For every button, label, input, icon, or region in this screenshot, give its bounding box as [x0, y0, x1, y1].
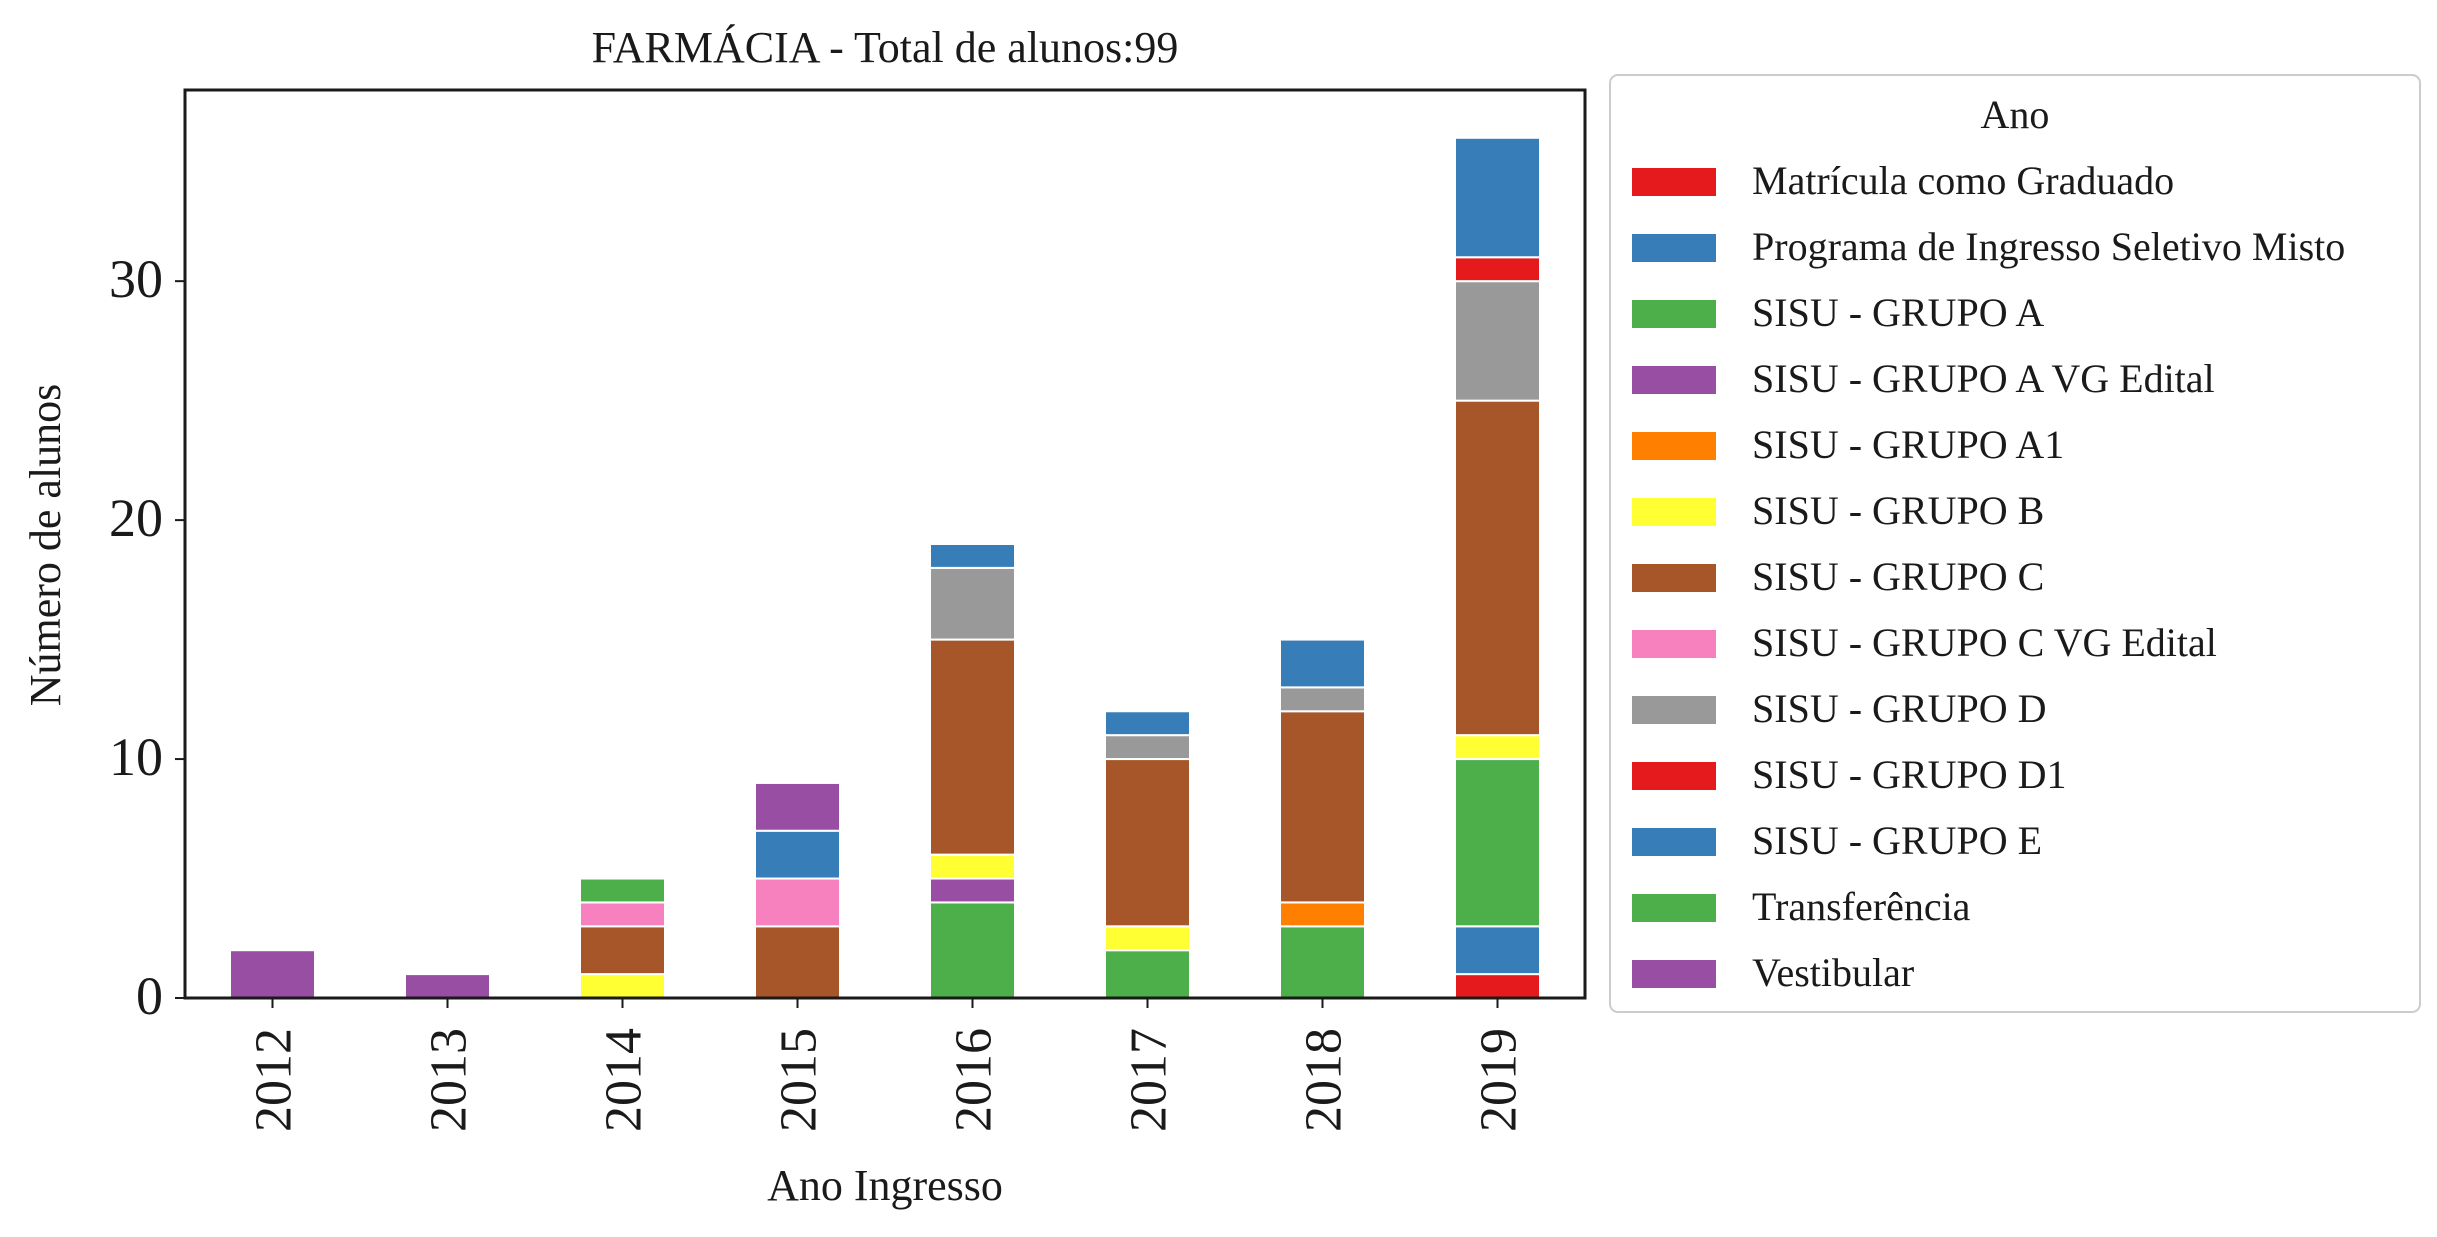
y-tick-label: 0 [136, 966, 163, 1026]
legend-label: SISU - GRUPO A VG Edital [1752, 356, 2215, 401]
bars-layer [229, 136, 1541, 1000]
legend-swatch [1632, 432, 1716, 460]
legend-swatch [1632, 894, 1716, 922]
x-axis-label: Ano Ingresso [767, 1161, 1003, 1210]
y-tick-label: 10 [109, 727, 163, 787]
bar-segment [404, 973, 491, 999]
bar-segment [1454, 758, 1541, 928]
x-tick-label: 2015 [771, 1028, 828, 1132]
legend-label: Programa de Ingresso Seletivo Misto [1752, 224, 2345, 269]
legend-label: SISU - GRUPO A [1752, 290, 2044, 335]
bar-segment [754, 877, 841, 928]
bar-segment [579, 973, 666, 999]
legend-label: SISU - GRUPO E [1752, 818, 2042, 863]
bar-segment [754, 829, 841, 880]
bar-segment [929, 877, 1016, 904]
bar-segment [1454, 399, 1541, 737]
x-tick-label: 2012 [246, 1028, 303, 1132]
bar-segment [1454, 925, 1541, 976]
bar-segment [1104, 949, 1191, 1000]
y-axis-label: Número de alunos [21, 384, 70, 707]
bar-segment [579, 925, 666, 976]
bar-segment [929, 566, 1016, 641]
legend-label: SISU - GRUPO D1 [1752, 752, 2067, 797]
y-tick-label: 20 [109, 488, 163, 548]
legend-swatch [1632, 366, 1716, 394]
bar-segment [1279, 638, 1366, 689]
bar-segment [1279, 686, 1366, 713]
legend-label: Matrícula como Graduado [1752, 158, 2174, 203]
legend-label: SISU - GRUPO C [1752, 554, 2044, 599]
bar-segment [579, 877, 666, 904]
legend-label: SISU - GRUPO B [1752, 488, 2044, 533]
x-tick-label: 2014 [596, 1028, 653, 1132]
bar-segment [1104, 758, 1191, 928]
legend: Ano Matrícula como Graduado Programa de I… [1609, 74, 2421, 1013]
legend-swatch [1632, 960, 1716, 988]
bar-segment [1104, 925, 1191, 952]
plot-frame [183, 88, 1587, 1000]
x-tick-label: 2016 [946, 1028, 1003, 1132]
bar-segment [1279, 925, 1366, 1000]
bar-segment [1279, 901, 1366, 928]
y-tick-label: 30 [109, 249, 163, 309]
legend-label: Vestibular [1752, 950, 1914, 995]
y-axis-ticks: 0 10 20 30 [109, 249, 185, 1026]
legend-label: SISU - GRUPO C VG Edital [1752, 620, 2217, 665]
legend-swatch [1632, 828, 1716, 856]
legend-items: Matrícula como Graduado Programa de Ingre… [1632, 158, 2345, 995]
legend-title: Ano [1981, 92, 2050, 137]
bar-segment [754, 781, 841, 832]
x-tick-label: 2019 [1471, 1028, 1528, 1132]
legend-label: SISU - GRUPO D [1752, 686, 2047, 731]
legend-swatch [1632, 564, 1716, 592]
legend-swatch [1632, 630, 1716, 658]
x-tick-label: 2018 [1296, 1028, 1353, 1132]
bar-segment [1454, 734, 1541, 761]
legend-label: SISU - GRUPO A1 [1752, 422, 2064, 467]
bar-segment [1454, 973, 1541, 999]
legend-frame [1609, 74, 2421, 1013]
bar-segment [754, 925, 841, 1000]
bar-segment [229, 949, 316, 1000]
legend-swatch [1632, 762, 1716, 790]
legend-swatch [1632, 300, 1716, 328]
bar-segment [1104, 710, 1191, 737]
x-axis-ticks: 2012 2013 2014 2015 2016 2017 2018 2019 [246, 998, 1528, 1132]
legend-swatch [1632, 168, 1716, 196]
bar-segment [1279, 710, 1366, 904]
legend-swatch [1632, 498, 1716, 526]
bar-segment [1104, 734, 1191, 761]
bar-segment [929, 543, 1016, 569]
bar-segment [579, 901, 666, 928]
bar-segment [929, 853, 1016, 880]
legend-swatch [1632, 696, 1716, 724]
legend-label: Transferência [1752, 884, 1971, 929]
x-tick-label: 2013 [421, 1028, 478, 1132]
bar-segment [1454, 280, 1541, 402]
bar-segment [929, 901, 1016, 999]
bar-segment [1454, 136, 1541, 259]
legend-swatch [1632, 234, 1716, 262]
bar-segment [929, 638, 1016, 856]
chart-title: FARMÁCIA - Total de alunos:99 [592, 23, 1179, 72]
x-tick-label: 2017 [1121, 1028, 1178, 1132]
bar-segment [1454, 256, 1541, 283]
